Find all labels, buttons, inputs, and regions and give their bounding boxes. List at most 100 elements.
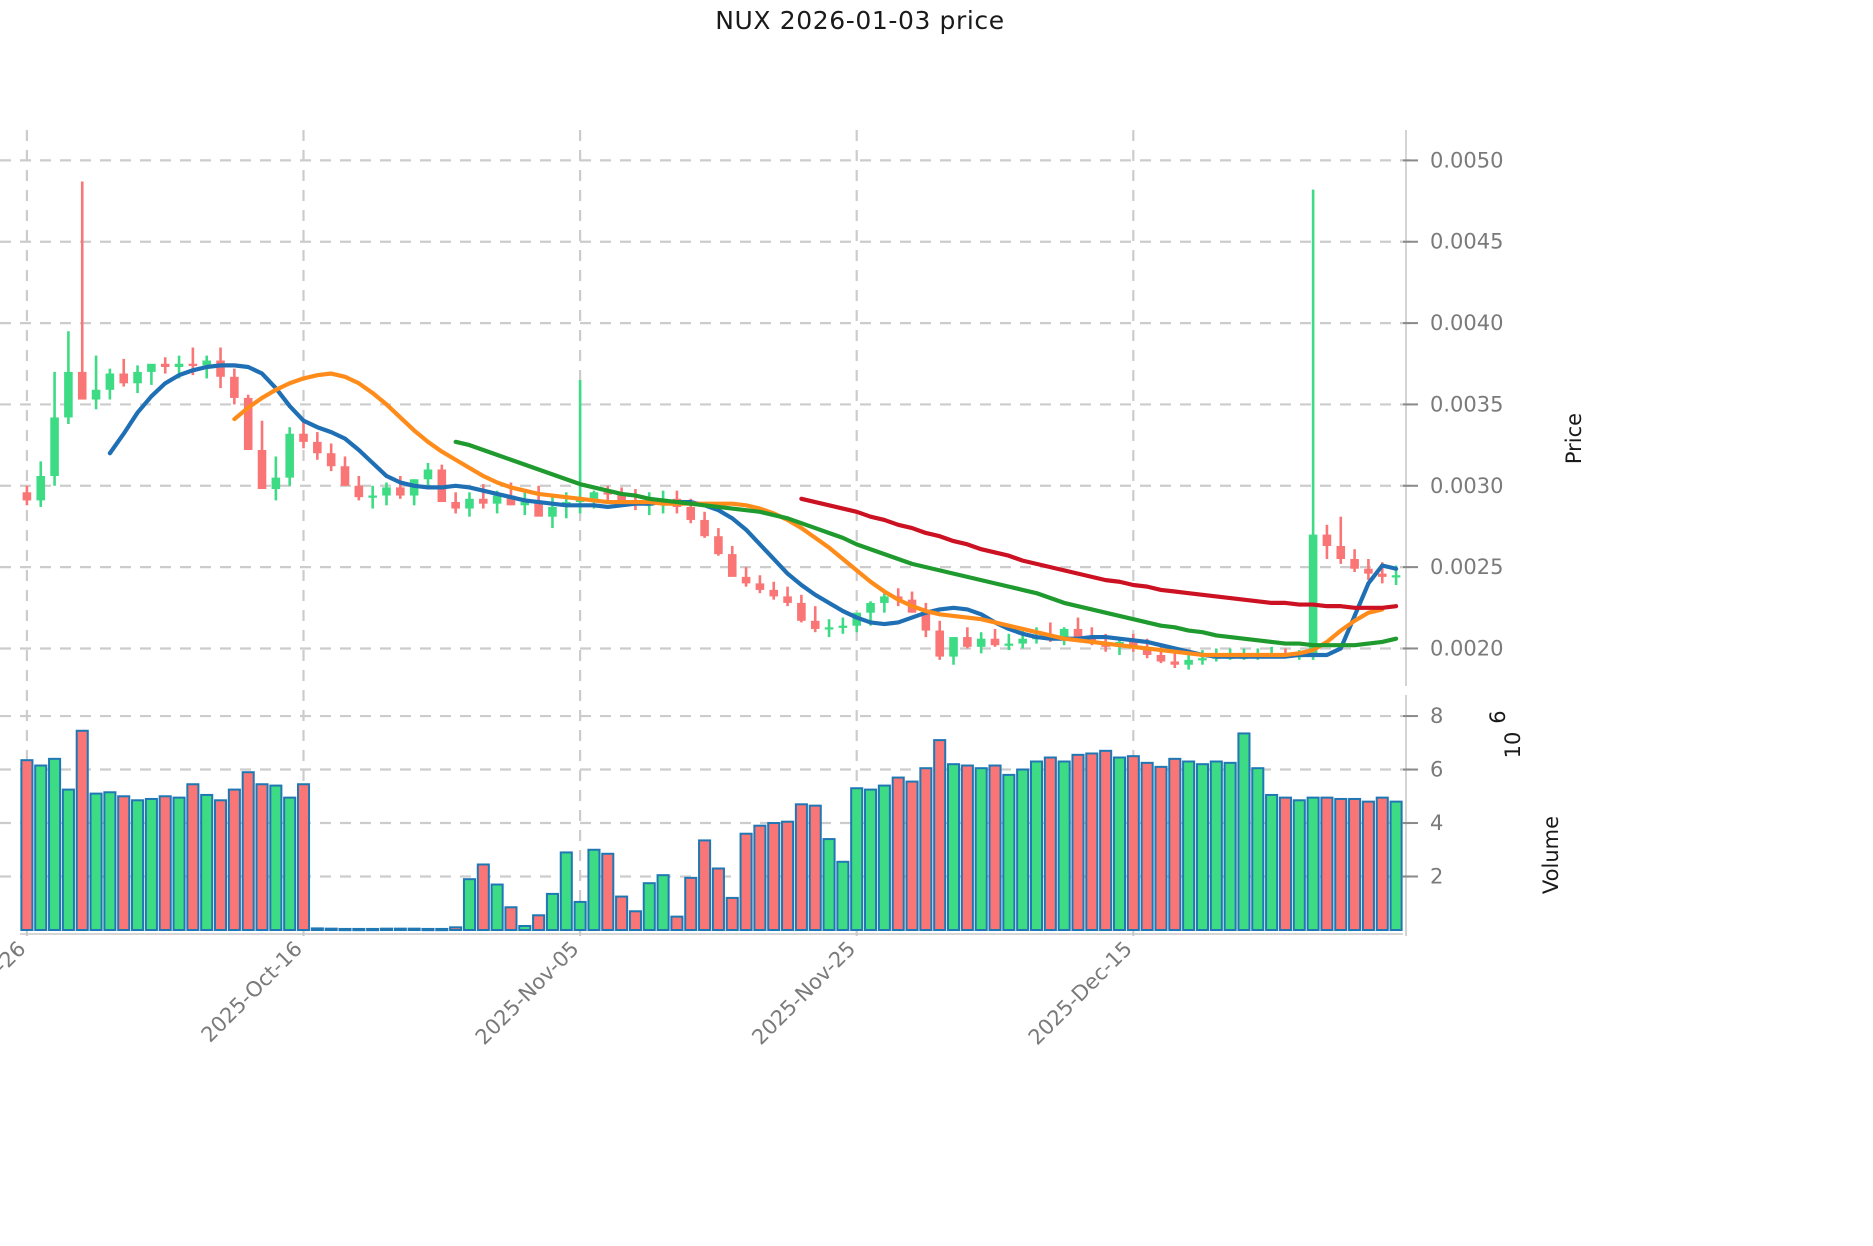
volume-bar [1265,793,1279,931]
volume-bar [836,860,850,931]
volume-bar [1112,756,1127,931]
volume-bar [366,927,380,932]
volume-bar [1085,752,1099,931]
candle-body [1018,638,1027,644]
volume-bar [518,924,532,931]
candle-body [949,637,958,657]
candle-body [1350,558,1359,569]
candle-body [824,627,834,630]
candle-body [617,493,626,501]
price-tick-label: 0.0040 [1430,311,1503,335]
volume-bar [1292,799,1306,932]
candle-body [326,453,336,467]
volume-bar [20,759,34,932]
candle-body [603,492,613,495]
candle-body [64,371,73,418]
volume-bar [1251,767,1265,932]
volume-bar [1043,756,1057,931]
volume-bar [34,764,48,931]
volume-bar [615,895,629,931]
candle-body [105,373,115,390]
volume-bar [1029,760,1044,932]
candle-body [976,638,986,647]
volume-bar [794,803,808,931]
price-tick-label: 0.0045 [1430,230,1503,254]
volume-bar [1195,763,1209,931]
volume-bar [628,910,642,931]
volume-exponent-label: 10 [1501,732,1525,759]
volume-bar [1361,800,1375,932]
volume-bar [642,882,656,932]
volume-bar [656,874,670,932]
volume-axis-title: Volume [1539,816,1563,894]
moving-average-line [107,363,1399,659]
volume-bar [822,838,836,931]
price-axis-title: Price [1562,413,1586,464]
candle-body [77,371,87,400]
volume-bar [767,822,781,931]
candle-body [1004,643,1014,646]
candle-body [686,506,696,520]
candle-body [243,397,253,450]
volume-bar [449,926,463,931]
volume-bar [1223,761,1237,931]
candle-body [465,498,474,509]
volume-bar [933,739,947,931]
x-tick-label: 2025-Sep-26 [0,937,30,1049]
volume-bar [1016,768,1030,932]
candle-body [368,495,377,498]
volume-bar [1348,797,1362,931]
page-title: NUX 2026-01-03 price [715,6,1005,35]
candle-body [506,495,516,506]
volume-exponent-superscript: 6 [1486,710,1510,723]
volume-bar [1071,753,1085,931]
volume-bar [1057,760,1071,932]
volume-bar [1168,757,1182,932]
candle-body [700,519,709,537]
x-tick-label: 2025-Dec-15 [1024,937,1137,1050]
candle-body [520,502,530,506]
volume-bar [200,793,214,931]
candle-body [147,363,156,372]
candle-body [216,360,225,377]
candle-body [727,554,737,577]
volume-bar [601,852,615,931]
candle-body [257,449,267,490]
candle-body [1377,573,1387,577]
volume-bar [864,788,878,931]
candle-body [1073,628,1083,638]
volume-bar [48,757,62,932]
volume-bar [1389,800,1403,932]
volume-bar [103,791,117,932]
candle-body [1156,654,1166,662]
volume-bar [131,799,145,932]
candle-body [534,502,543,517]
volume-bar [988,764,1002,931]
y-axis-ticks: 0.0050 0.0045 0.0040 0.0035 0.0030 0.0025 0.00… [1403,148,1503,889]
volume-bar [545,892,559,931]
volume-bar [1375,796,1389,931]
volume-bar [158,795,172,931]
moving-average-line [232,371,1385,658]
volume-bar [296,783,311,932]
axis-titles: Price Volume 10 6 [1486,413,1586,894]
volume-bar [891,776,905,932]
volume-bar [670,915,684,932]
volume-bar [1126,755,1140,931]
candle-body [188,363,198,366]
candle-body [714,536,723,555]
volume-tick-label: 4 [1430,811,1443,835]
volume-bar [421,927,435,932]
moving-average-lines [107,363,1399,659]
candle-body [340,466,350,486]
candle-body [755,583,765,590]
candle-body [313,441,322,454]
candle-body [838,625,848,628]
candle-body [1184,659,1193,665]
candle-body [50,417,59,477]
volume-bar [393,927,407,931]
candle-body [548,506,557,517]
volume-bar [698,839,712,932]
volume-bar [1237,732,1251,931]
